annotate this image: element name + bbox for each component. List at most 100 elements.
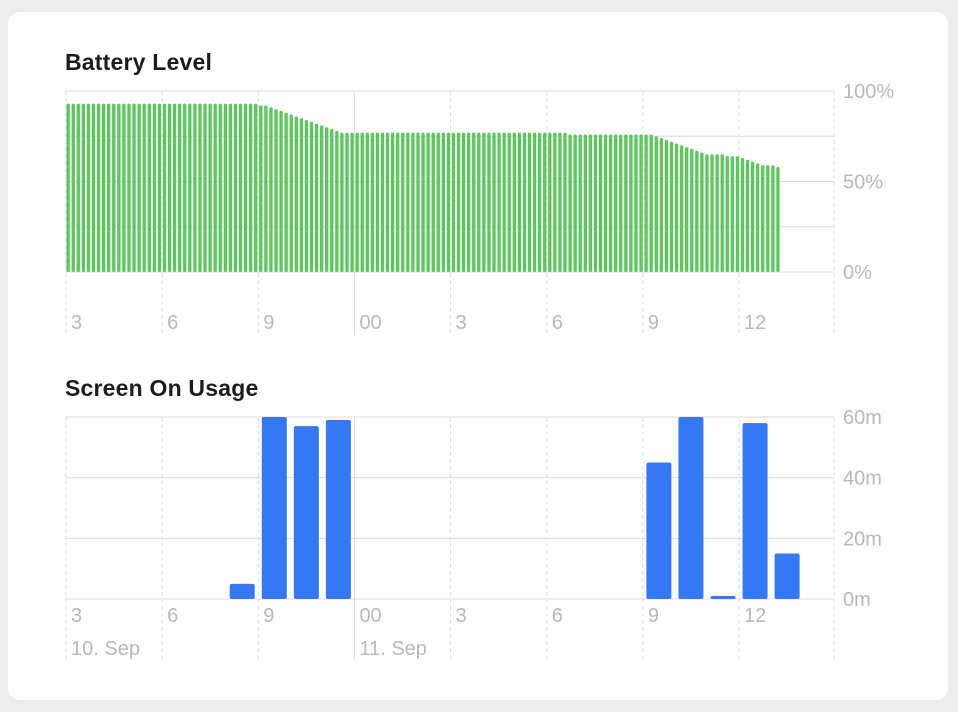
battery-bar (233, 103, 238, 272)
battery-bar (482, 132, 486, 272)
battery-bar (380, 132, 385, 272)
battery-bar (406, 132, 410, 272)
battery-bar (634, 134, 638, 272)
battery-bar (517, 132, 522, 272)
battery-bar (776, 167, 780, 272)
battery-bar (548, 132, 552, 272)
battery-bar (299, 118, 304, 273)
battery-bar (385, 132, 390, 272)
usage-bar (646, 462, 672, 599)
battery-bar (771, 165, 775, 272)
usage-date-label: 10. Sep (71, 638, 140, 660)
battery-x-tick-label: 3 (71, 312, 82, 334)
usage-x-tick-label: 9 (263, 605, 274, 627)
battery-bar (492, 132, 496, 272)
battery-bar (294, 116, 298, 272)
battery-bar (578, 134, 582, 272)
usage-y-tick-label: 40m (843, 468, 882, 490)
battery-bar (497, 132, 501, 272)
battery-bar (461, 132, 466, 272)
usage-x-tick-label: 6 (167, 605, 178, 627)
battery-bar (142, 103, 146, 272)
usage-x-tick-label: 00 (359, 605, 381, 627)
battery-bar (421, 132, 425, 272)
battery-bar (507, 132, 511, 272)
battery-bar (411, 132, 415, 272)
battery-bar (178, 103, 182, 272)
battery-bar (583, 134, 587, 272)
usage-x-tick-label: 12 (744, 605, 766, 627)
battery-bar (619, 134, 623, 272)
battery-bar (543, 132, 547, 272)
battery-bar (335, 130, 339, 272)
battery-bar (223, 103, 227, 272)
battery-bar (598, 134, 603, 272)
battery-bar (284, 112, 288, 272)
battery-bar (730, 156, 734, 272)
battery-bar (603, 134, 608, 272)
battery-bar (249, 103, 253, 272)
battery-bar (304, 119, 309, 273)
battery-bar (614, 134, 618, 272)
usage-bar (742, 423, 768, 599)
battery-bar (127, 103, 131, 272)
battery-x-tick-label: 12 (744, 312, 766, 334)
battery-bar (436, 132, 440, 272)
battery-y-tick-label: 100% (843, 81, 894, 103)
battery-bar (269, 107, 273, 272)
battery-bar (700, 152, 704, 272)
battery-bar (756, 163, 760, 272)
battery-bar (644, 134, 648, 272)
screen-on-usage-chart: 60m 40m 20m 0m 3 6 9 00 3 6 9 12 10. Sep 11. Sep (65, 407, 882, 660)
battery-bar (487, 132, 491, 272)
battery-bar (532, 132, 537, 272)
battery-bar (122, 103, 126, 272)
battery-x-tick-label: 00 (359, 312, 381, 334)
battery-bar (370, 132, 374, 272)
battery-bar (416, 132, 420, 272)
battery-bar (674, 143, 679, 272)
battery-bar (157, 103, 162, 272)
usage-x-tick-label: 3 (456, 605, 467, 627)
battery-bar (152, 103, 156, 272)
battery-bar (477, 132, 481, 272)
battery-bar (695, 150, 699, 272)
battery-bar (705, 154, 709, 272)
usage-x-tick-label: 6 (552, 605, 563, 627)
battery-bar (467, 132, 471, 272)
battery-bar (553, 132, 557, 272)
usage-y-tick-label: 0m (843, 589, 871, 611)
battery-bar (639, 134, 643, 272)
battery-bar (456, 132, 461, 272)
battery-x-tick-label: 9 (263, 312, 274, 334)
battery-bar (573, 134, 577, 272)
usage-bar (261, 417, 287, 599)
battery-bar (472, 132, 476, 272)
battery-bar (198, 103, 202, 272)
battery-bar (750, 161, 755, 272)
battery-bar (117, 103, 121, 272)
battery-bar (213, 103, 217, 272)
battery-bar (538, 132, 542, 272)
battery-bar (274, 109, 278, 272)
battery-bar (710, 154, 714, 272)
battery-bar (309, 121, 314, 273)
usage-bar (774, 553, 800, 599)
battery-bar (91, 103, 96, 272)
battery-bar (649, 134, 653, 272)
battery-x-tick-label: 6 (167, 312, 178, 334)
usage-y-tick-label: 20m (843, 528, 882, 550)
battery-bar (203, 103, 207, 272)
battery-bar (66, 103, 70, 272)
battery-bar (81, 103, 86, 272)
battery-bar (289, 114, 293, 272)
battery-bar (690, 148, 694, 272)
battery-bar (390, 132, 395, 272)
battery-bar (162, 103, 167, 272)
battery-bar (320, 125, 324, 272)
battery-bar (264, 105, 268, 272)
usage-x-tick-label: 3 (71, 605, 82, 627)
battery-bar (345, 132, 349, 272)
battery-x-tick-label: 6 (552, 312, 563, 334)
